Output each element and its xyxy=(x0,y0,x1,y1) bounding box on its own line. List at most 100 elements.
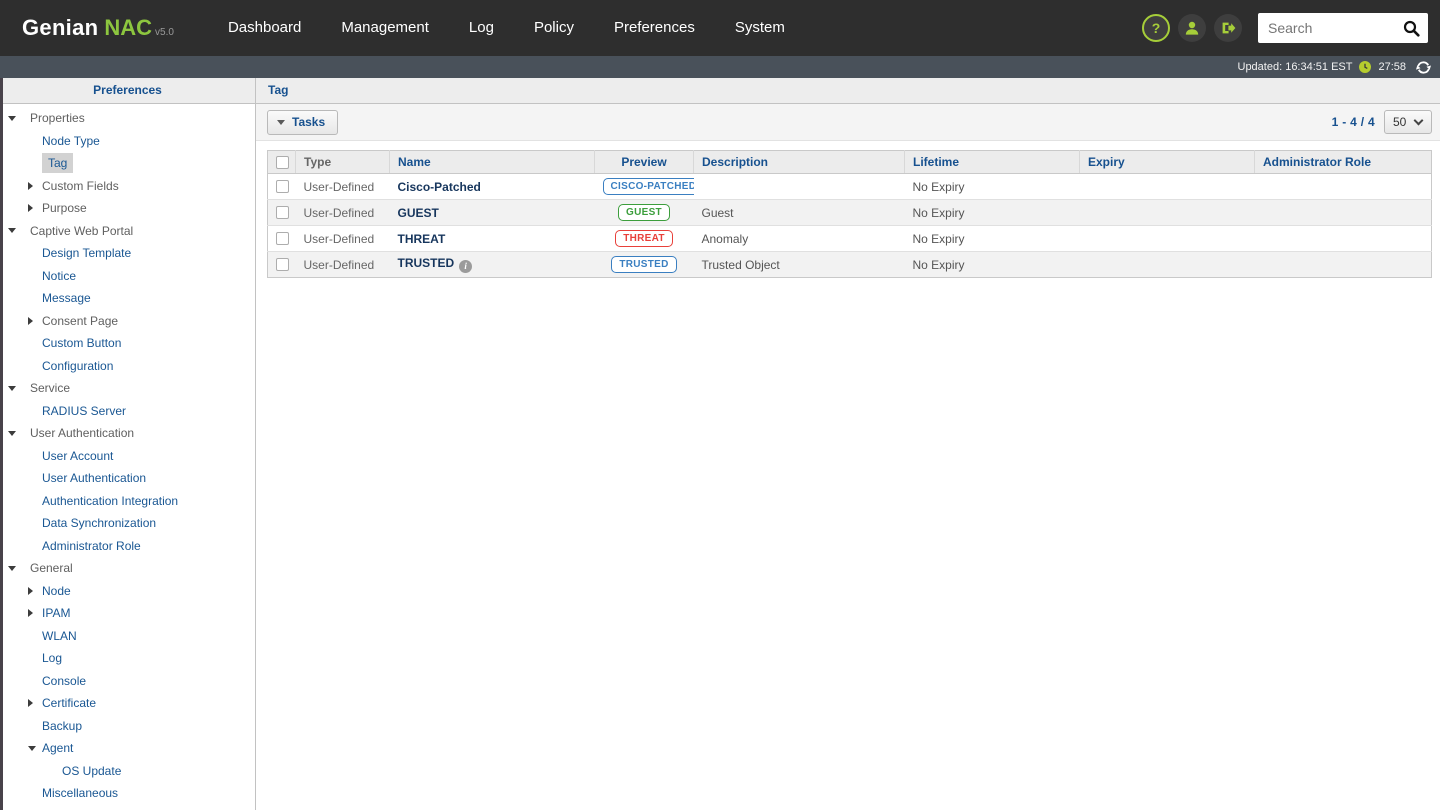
row-name[interactable]: GUEST xyxy=(389,199,595,226)
sidebar-item[interactable]: User Authentication xyxy=(0,422,255,445)
tree-expand-arrow-icon[interactable] xyxy=(28,317,42,325)
row-checkbox[interactable] xyxy=(276,180,289,193)
sidebar-item[interactable]: WLAN xyxy=(0,625,255,648)
sidebar-item[interactable]: Service xyxy=(0,377,255,400)
sidebar-item[interactable]: Miscellaneous xyxy=(0,782,255,805)
column-header-preview[interactable]: Preview xyxy=(594,150,694,174)
row-preview: TRUSTED xyxy=(594,251,694,278)
column-header-expiry[interactable]: Expiry xyxy=(1079,150,1255,174)
sidebar-item[interactable]: User Account xyxy=(0,445,255,468)
sidebar-item-label: User Account xyxy=(42,448,114,463)
row-checkbox[interactable] xyxy=(276,258,289,271)
sidebar-item-label: Consent Page xyxy=(42,313,119,328)
sidebar-item[interactable]: Captive Web Portal xyxy=(0,220,255,243)
user-account-icon[interactable] xyxy=(1178,14,1206,42)
sidebar-item[interactable]: Data Synchronization xyxy=(0,512,255,535)
row-name-link[interactable]: GUEST xyxy=(397,205,439,220)
tree-expand-arrow-icon[interactable] xyxy=(8,566,30,571)
tasks-button[interactable]: Tasks xyxy=(267,109,339,135)
preferences-tree: Properties Node Type Tag Custom Fields P… xyxy=(0,104,255,805)
page-size-value: 50 xyxy=(1393,115,1407,129)
tree-expand-arrow-icon[interactable] xyxy=(8,116,30,121)
sidebar-item[interactable]: IPAM xyxy=(0,602,255,625)
sidebar-item[interactable]: Design Template xyxy=(0,242,255,265)
row-name[interactable]: THREAT xyxy=(389,225,595,252)
sidebar-item[interactable]: Backup xyxy=(0,715,255,738)
sidebar-item[interactable]: Purpose xyxy=(0,197,255,220)
sidebar-item[interactable]: Console xyxy=(0,670,255,693)
nav-menu-item[interactable]: Dashboard xyxy=(227,19,302,36)
sidebar-item[interactable]: Consent Page xyxy=(0,310,255,333)
tree-expand-arrow-icon[interactable] xyxy=(28,182,42,190)
tree-expand-arrow-icon[interactable] xyxy=(8,228,30,233)
sidebar-item-label: Captive Web Portal xyxy=(30,223,134,238)
tree-expand-arrow-icon[interactable] xyxy=(28,609,42,617)
tree-expand-arrow-icon[interactable] xyxy=(8,386,30,391)
sidebar-item-label: Certificate xyxy=(42,696,97,711)
sidebar-item[interactable]: Log xyxy=(0,647,255,670)
nav-menu-item[interactable]: System xyxy=(734,19,785,36)
row-admin-role xyxy=(1254,251,1432,278)
row-name[interactable]: TRUSTED i xyxy=(389,251,595,278)
tree-expand-arrow-icon[interactable] xyxy=(28,204,42,212)
tree-expand-arrow-icon[interactable] xyxy=(28,699,42,707)
column-header-description[interactable]: Description xyxy=(693,150,905,174)
countdown-clock-icon xyxy=(1359,61,1372,73)
sidebar-item[interactable]: Certificate xyxy=(0,692,255,715)
row-name[interactable]: Cisco-Patched xyxy=(390,174,595,200)
search-icon[interactable] xyxy=(1403,20,1420,37)
sidebar-item[interactable]: Authentication Integration xyxy=(0,490,255,513)
sidebar-item-label: Administrator Role xyxy=(42,538,141,553)
sidebar-item-label: Tag xyxy=(42,153,74,174)
sidebar-item[interactable]: Tag xyxy=(0,152,255,175)
search-input[interactable] xyxy=(1268,20,1403,36)
page-size-select[interactable]: 50 xyxy=(1384,110,1432,134)
refresh-icon[interactable] xyxy=(1416,60,1431,75)
help-icon[interactable]: ? xyxy=(1142,14,1170,42)
sidebar-item[interactable]: Message xyxy=(0,287,255,310)
nav-menu-item[interactable]: Preferences xyxy=(613,19,695,36)
column-header-type[interactable]: Type xyxy=(295,150,390,174)
tree-expand-arrow-icon[interactable] xyxy=(28,746,42,751)
sidebar-item[interactable]: Custom Button xyxy=(0,332,255,355)
sidebar-item[interactable]: Properties xyxy=(0,107,255,130)
sidebar-item-label: Configuration xyxy=(42,358,114,373)
row-admin-role xyxy=(1254,199,1432,226)
sidebar-item[interactable]: User Authentication xyxy=(0,467,255,490)
sidebar-item[interactable]: Custom Fields xyxy=(0,175,255,198)
row-checkbox[interactable] xyxy=(276,206,289,219)
row-name-link[interactable]: THREAT xyxy=(397,231,446,246)
sidebar-item[interactable]: Agent xyxy=(0,737,255,760)
row-expiry xyxy=(1079,251,1255,278)
app-logo[interactable]: Genian NAC v5.0 xyxy=(22,15,174,41)
row-name-link[interactable]: Cisco-Patched xyxy=(397,179,481,194)
nav-menu-item[interactable]: Management xyxy=(341,19,429,36)
search-box xyxy=(1258,13,1428,43)
sidebar-item[interactable]: Node xyxy=(0,580,255,603)
column-header-name[interactable]: Name xyxy=(389,150,595,174)
sidebar-item-label: Console xyxy=(42,673,87,688)
sidebar-item[interactable]: RADIUS Server xyxy=(0,400,255,423)
logout-icon[interactable] xyxy=(1214,14,1242,42)
nav-menu-item[interactable]: Log xyxy=(468,19,494,36)
sidebar-item[interactable]: Configuration xyxy=(0,355,255,378)
sidebar-item[interactable]: OS Update xyxy=(0,760,255,783)
tree-expand-arrow-icon[interactable] xyxy=(8,431,30,436)
row-admin-role xyxy=(1255,174,1432,200)
row-checkbox[interactable] xyxy=(276,232,289,245)
row-description: Anomaly xyxy=(693,225,905,252)
tree-expand-arrow-icon[interactable] xyxy=(28,587,42,595)
sidebar-item[interactable]: General xyxy=(0,557,255,580)
sidebar-item-label: Purpose xyxy=(42,201,87,216)
sidebar-item[interactable]: Administrator Role xyxy=(0,535,255,558)
column-header-admin-role[interactable]: Administrator Role xyxy=(1254,150,1432,174)
row-type: User-Defined xyxy=(303,179,375,194)
sidebar-item[interactable]: Node Type xyxy=(0,130,255,153)
sidebar-item[interactable]: Notice xyxy=(0,265,255,288)
sidebar-item-label: Log xyxy=(42,651,63,666)
select-all-checkbox[interactable] xyxy=(276,155,289,169)
column-header-lifetime[interactable]: Lifetime xyxy=(904,150,1080,174)
nav-menu-item[interactable]: Policy xyxy=(533,19,574,36)
tag-preview-badge: THREAT xyxy=(615,230,673,247)
row-name-link[interactable]: TRUSTED xyxy=(397,256,455,271)
